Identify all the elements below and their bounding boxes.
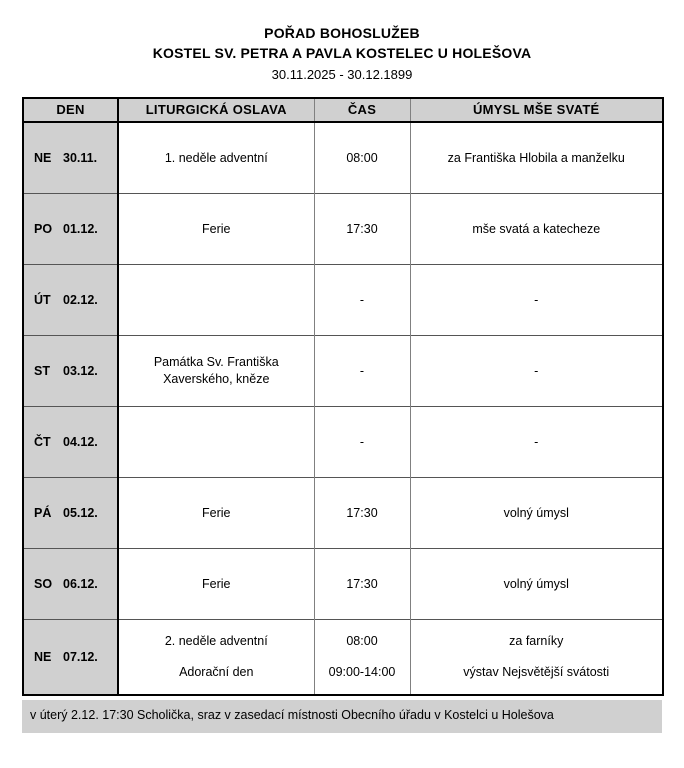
celebration-secondary: Adorační den — [179, 665, 254, 679]
row-intention-cell: - — [410, 264, 663, 336]
intention-secondary: výstav Nejsvětější svátosti — [463, 665, 610, 679]
row-day-cell: PO 01.12. — [23, 193, 119, 265]
intention-primary: za farníky — [509, 634, 564, 648]
row-time-cell: 08:00 09:00-14:00 — [314, 619, 411, 695]
time-secondary: 09:00-14:00 — [328, 665, 396, 679]
schedule-table-wrapper: DEN LITURGICKÁ OSLAVA ČAS ÚMYSL MŠE SVAT… — [22, 97, 664, 696]
row-day-cell: NE 07.12. — [23, 619, 119, 695]
day-date: 30.11. — [63, 151, 98, 165]
row-time-cell: - — [314, 335, 411, 407]
row-celebration-cell: 1. neděle adventní — [118, 122, 315, 194]
column-header-intention: ÚMYSL MŠE SVATÉ — [410, 98, 663, 123]
celebration-line-1: Památka Sv. Františka — [153, 355, 279, 369]
row-intention-cell: mše svatá a katecheze — [410, 193, 663, 265]
row-intention-cell: volný úmysl — [410, 548, 663, 620]
date-range: 30.11.2025 - 30.12.1899 — [271, 67, 413, 82]
column-header-celebration: LITURGICKÁ OSLAVA — [118, 98, 315, 123]
row-time-cell: 17:30 — [314, 477, 411, 549]
row-time-cell: - — [314, 406, 411, 478]
table-header: DEN LITURGICKÁ OSLAVA ČAS ÚMYSL MŠE SVAT… — [23, 98, 663, 123]
row-celebration-cell: Ferie — [118, 548, 315, 620]
row-celebration-cell: 2. neděle adventní Adorační den — [118, 619, 315, 695]
page-subtitle-church: KOSTEL SV. PETRA A PAVLA KOSTELEC U HOLE… — [152, 45, 532, 61]
row-intention-cell: volný úmysl — [410, 477, 663, 549]
row-day-cell: ÚT 02.12. — [23, 264, 119, 336]
day-date: 05.12. — [63, 506, 98, 520]
table-row: PÁ 05.12. Ferie 17:30 volný úmysl — [23, 477, 663, 549]
day-date: 02.12. — [63, 293, 98, 307]
table-row: PO 01.12. Ferie 17:30 mše svatá a kateche… — [23, 193, 663, 265]
day-of-week: ÚT — [34, 293, 51, 307]
row-day-cell: SO 06.12. — [23, 548, 119, 620]
row-celebration-cell: Ferie — [118, 193, 315, 265]
table-body: NE 30.11. 1. neděle adventní 08:00 za Fra… — [23, 122, 663, 695]
day-of-week: SO — [34, 577, 53, 591]
row-intention-cell: za farníky výstav Nejsvětější svátosti — [410, 619, 663, 695]
row-celebration-cell — [118, 264, 315, 336]
day-of-week: PÁ — [34, 506, 52, 520]
day-date: 04.12. — [63, 435, 98, 449]
day-date: 06.12. — [63, 577, 98, 591]
day-of-week: NE — [34, 650, 52, 664]
table-row: ÚT 02.12. - - — [23, 264, 663, 336]
row-time-cell: 17:30 — [314, 193, 411, 265]
row-time-cell: 08:00 — [314, 122, 411, 194]
day-date: 03.12. — [63, 364, 98, 378]
day-date: 01.12. — [63, 222, 98, 236]
row-celebration-cell — [118, 406, 315, 478]
footer-note: v úterý 2.12. 17:30 Scholička, sraz v za… — [22, 700, 662, 733]
day-of-week: ST — [34, 364, 50, 378]
day-date: 07.12. — [63, 650, 98, 664]
row-intention-cell: - — [410, 406, 663, 478]
table-row: SO 06.12. Ferie 17:30 volný úmysl — [23, 548, 663, 620]
row-intention-cell: za Františka Hlobila a manželku — [410, 122, 663, 194]
day-of-week: NE — [34, 151, 52, 165]
row-day-cell: PÁ 05.12. — [23, 477, 119, 549]
day-of-week: PO — [34, 222, 53, 236]
row-day-cell: NE 30.11. — [23, 122, 119, 194]
table-row: NE 07.12. 2. neděle adventní Adorační den… — [23, 619, 663, 695]
celebration-primary: 2. neděle adventní — [164, 634, 268, 648]
row-day-cell: ČT 04.12. — [23, 406, 119, 478]
row-day-cell: ST 03.12. — [23, 335, 119, 407]
document-title-block: POŘAD BOHOSLUŽEB KOSTEL SV. PETRA A PAVL… — [0, 0, 684, 85]
column-header-time: ČAS — [314, 98, 411, 123]
row-celebration-cell: Ferie — [118, 477, 315, 549]
row-time-cell: - — [314, 264, 411, 336]
schedule-table: DEN LITURGICKÁ OSLAVA ČAS ÚMYSL MŠE SVAT… — [22, 97, 664, 696]
time-primary: 08:00 — [346, 634, 378, 648]
table-header-row: DEN LITURGICKÁ OSLAVA ČAS ÚMYSL MŠE SVAT… — [23, 98, 663, 123]
celebration-line-2: Xaverského, kněze — [163, 372, 270, 386]
page-title: POŘAD BOHOSLUŽEB — [264, 25, 420, 41]
row-time-cell: 17:30 — [314, 548, 411, 620]
column-header-day: DEN — [23, 98, 119, 123]
day-of-week: ČT — [34, 435, 51, 449]
table-row: ČT 04.12. - - — [23, 406, 663, 478]
row-celebration-cell: Památka Sv. Františka Xaverského, kněze — [118, 335, 315, 407]
table-row: NE 30.11. 1. neděle adventní 08:00 za Fra… — [23, 122, 663, 194]
row-intention-cell: - — [410, 335, 663, 407]
table-row: ST 03.12. Památka Sv. Františka Xaverskéh… — [23, 335, 663, 407]
